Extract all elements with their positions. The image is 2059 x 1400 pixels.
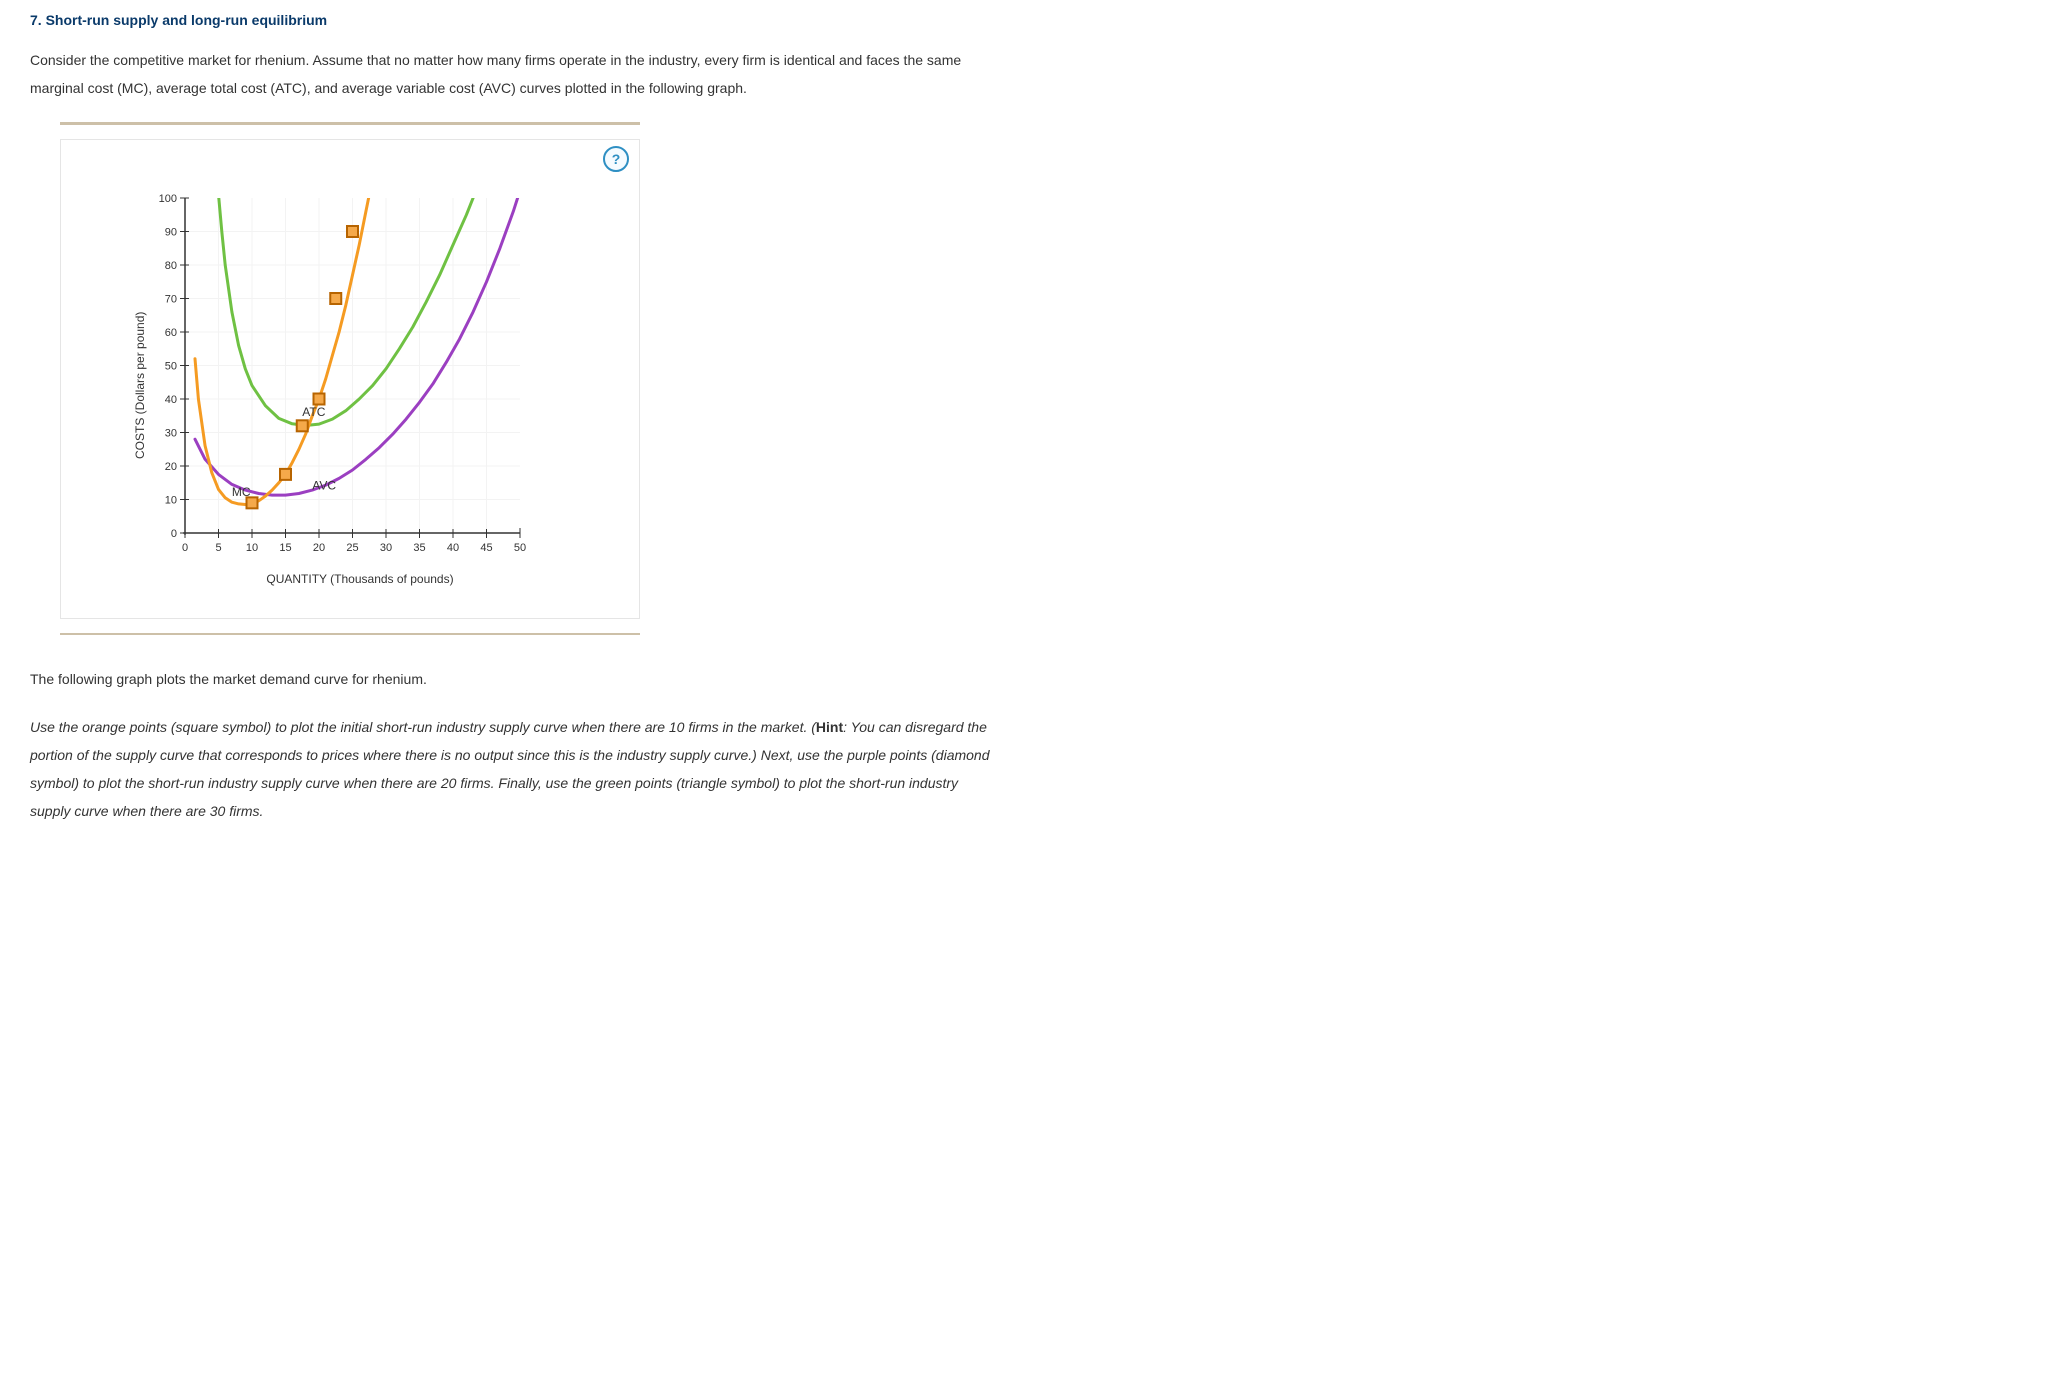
svg-text:10: 10: [246, 542, 258, 554]
svg-text:0: 0: [171, 528, 177, 540]
svg-text:35: 35: [413, 542, 425, 554]
svg-text:30: 30: [380, 542, 392, 554]
graph-block: ? COSTS (Dollars per pound) 0 5 10 15 20 25 30…: [60, 122, 640, 635]
x-axis-title: QUANTITY (Thousands of pounds): [125, 572, 555, 586]
rule-bottom: [60, 633, 640, 635]
cost-curves-chart[interactable]: COSTS (Dollars per pound) 0 5 10 15 20 25 30 35…: [125, 188, 575, 588]
svg-text:90: 90: [165, 227, 177, 239]
svg-text:40: 40: [447, 542, 459, 554]
svg-text:100: 100: [159, 193, 177, 205]
svg-text:ATC: ATC: [302, 405, 325, 419]
question-page: 7. Short-run supply and long-run equilib…: [0, 0, 2059, 885]
instr-lead: Use the orange points (square symbol) to…: [30, 719, 816, 735]
svg-text:15: 15: [279, 542, 291, 554]
svg-text:50: 50: [165, 361, 177, 373]
question-title: 7. Short-run supply and long-run equilib…: [30, 12, 2029, 28]
svg-text:0: 0: [182, 542, 188, 554]
svg-text:AVC: AVC: [312, 478, 336, 492]
svg-text:5: 5: [215, 542, 221, 554]
hint-label: Hint: [816, 719, 843, 735]
svg-text:20: 20: [313, 542, 325, 554]
svg-text:70: 70: [165, 294, 177, 306]
svg-text:45: 45: [480, 542, 492, 554]
svg-text:25: 25: [346, 542, 358, 554]
rule-top: [60, 122, 640, 125]
chart-svg: 0 5 10 15 20 25 30 35 40 45 50 0 10 20 30 40 50 60 70 80 90 1…: [125, 188, 555, 568]
help-icon[interactable]: ?: [603, 146, 629, 172]
y-axis-title: COSTS (Dollars per pound): [133, 312, 147, 459]
svg-text:80: 80: [165, 260, 177, 272]
graph-frame: ? COSTS (Dollars per pound) 0 5 10 15 20 25 30…: [60, 139, 640, 619]
svg-text:50: 50: [514, 542, 526, 554]
instruction-paragraph: Use the orange points (square symbol) to…: [30, 713, 990, 825]
svg-text:60: 60: [165, 327, 177, 339]
svg-text:10: 10: [165, 495, 177, 507]
svg-text:30: 30: [165, 428, 177, 440]
intro-paragraph: Consider the competitive market for rhen…: [30, 46, 990, 102]
svg-text:40: 40: [165, 394, 177, 406]
svg-text:20: 20: [165, 461, 177, 473]
paragraph-2: The following graph plots the market dem…: [30, 665, 990, 693]
